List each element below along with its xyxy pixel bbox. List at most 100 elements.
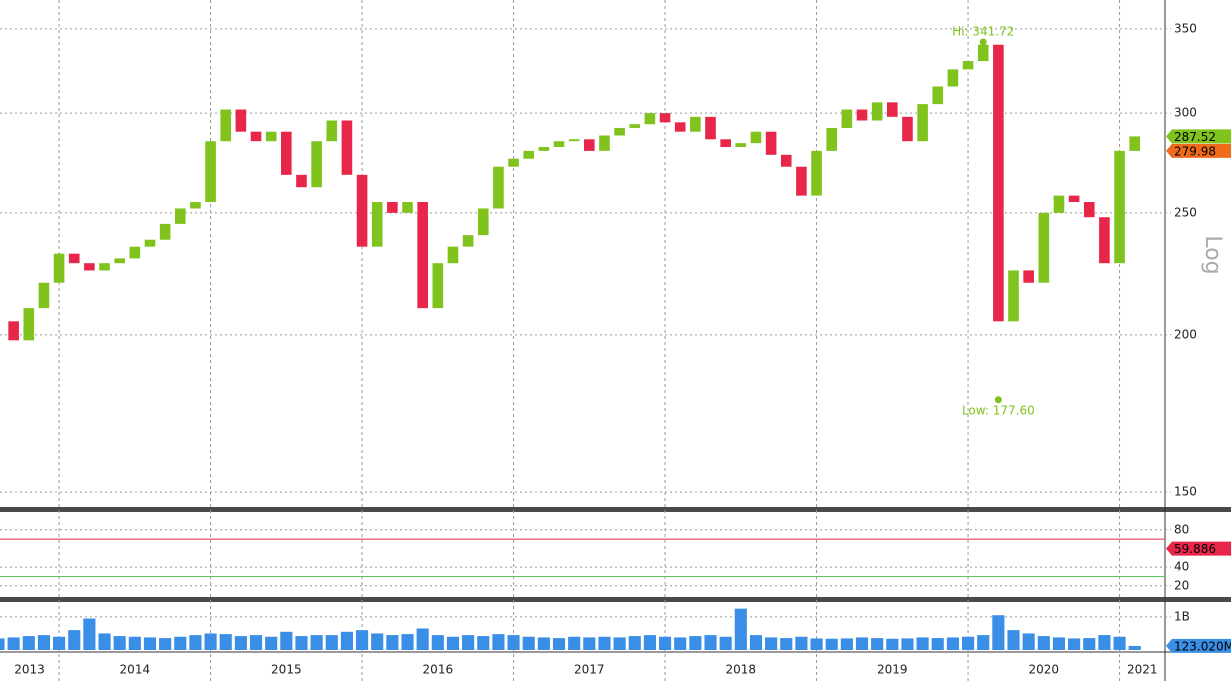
candle (584, 139, 595, 151)
volume-bar (68, 630, 81, 650)
volume-bar (916, 637, 929, 650)
candle (1068, 195, 1080, 203)
candle (629, 124, 641, 128)
volume-bar (1052, 637, 1066, 650)
y-tick-label: 80 (1174, 522, 1189, 536)
volume-bar (552, 638, 566, 650)
candle (144, 239, 156, 247)
y-tick-label: 350 (1174, 21, 1197, 35)
candle (1023, 270, 1034, 283)
volume-bar (598, 636, 611, 650)
volume-bar (507, 635, 520, 650)
volume-bar (401, 634, 414, 650)
candle (129, 246, 141, 259)
volume-bar (719, 636, 732, 650)
candle (1114, 150, 1125, 264)
candle (114, 258, 125, 264)
candle (159, 223, 171, 240)
candle (99, 263, 110, 271)
y-tick-label: 40 (1174, 560, 1189, 574)
volume-bar (7, 637, 20, 650)
candle (1083, 202, 1095, 218)
value-badge-label: 287.52 (1174, 130, 1216, 144)
y-tick-label: 200 (1174, 327, 1197, 341)
candle (1053, 195, 1065, 213)
candle (599, 135, 610, 151)
volume-bar (477, 636, 490, 650)
volume-bar (159, 638, 172, 650)
candle (553, 141, 565, 147)
y-tick-label: 250 (1174, 205, 1197, 219)
volume-bar (977, 635, 990, 650)
volume-bar (961, 636, 975, 650)
annotation-marker (994, 396, 1002, 404)
candle (614, 127, 625, 136)
volume-bar (992, 615, 1005, 650)
x-tick-label: 2020 (1029, 663, 1060, 677)
volume-bar (219, 634, 232, 650)
volume-bar (98, 633, 111, 650)
volume-bar (613, 637, 626, 650)
candle (523, 150, 535, 159)
candle (341, 120, 353, 175)
candle (841, 109, 853, 128)
y-tick-label: 1B (1174, 609, 1190, 623)
candle (765, 131, 777, 155)
volume-bar (855, 637, 869, 650)
volume-bar (704, 635, 717, 650)
volume-bar (780, 638, 793, 650)
candle (8, 321, 19, 341)
x-tick-label: 2014 (120, 663, 151, 677)
y-tick-label: 150 (1174, 485, 1197, 499)
candle (417, 202, 428, 309)
candle (674, 122, 686, 132)
annotation: Low: 177.60 (962, 403, 1035, 417)
candle (1038, 212, 1050, 283)
candle (993, 44, 1004, 322)
candle (1129, 136, 1141, 151)
x-tick-label: 2018 (726, 663, 757, 677)
candle (493, 166, 504, 209)
volume-bar (249, 635, 263, 650)
value-badge (1166, 541, 1231, 556)
candle (296, 174, 307, 188)
candle (735, 143, 747, 147)
volume-bar (522, 636, 535, 650)
candle (250, 131, 262, 142)
candle (235, 109, 247, 132)
volume-bar (295, 636, 308, 650)
candle (568, 139, 580, 142)
volume-bar (204, 633, 217, 650)
volume-bar (1128, 645, 1141, 650)
volume-bar (234, 636, 247, 650)
volume-bar (643, 635, 656, 650)
volume-bar (0, 638, 5, 650)
volume-bar (280, 631, 293, 650)
candle (720, 139, 731, 147)
volume-bar (537, 637, 550, 650)
volume-bar (886, 638, 899, 650)
volume-bar (492, 634, 505, 650)
candle (977, 44, 989, 62)
candle (962, 61, 974, 70)
volume-bar (356, 630, 369, 650)
candle (917, 104, 928, 142)
value-badge (1166, 143, 1231, 158)
volume-bar (37, 635, 50, 650)
candle (371, 202, 383, 247)
candle (23, 308, 35, 341)
y-tick-label: 20 (1174, 578, 1189, 592)
candle (220, 109, 232, 142)
volume-bar (1022, 633, 1035, 650)
volume-bar (825, 638, 838, 650)
candle (477, 208, 489, 236)
volume-bar (22, 636, 35, 650)
volume-bar (310, 635, 323, 650)
annotation-marker (979, 38, 987, 46)
candle (947, 69, 959, 87)
volume-bar (1083, 638, 1096, 650)
value-badge-label: 59.886 (1174, 542, 1216, 556)
volume-bar (871, 638, 884, 650)
volume-bar (946, 637, 959, 650)
